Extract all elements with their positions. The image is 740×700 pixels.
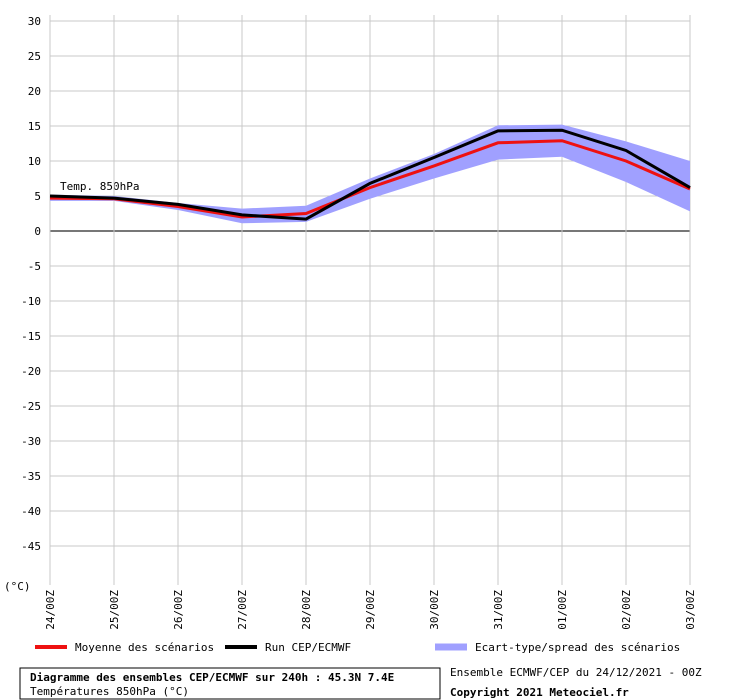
- y-tick-label: -45: [21, 540, 41, 553]
- y-tick-label: 25: [28, 50, 41, 63]
- series-line: [49, 128, 691, 221]
- y-tick-label: -20: [21, 365, 41, 378]
- series-line: [49, 139, 691, 219]
- chart-subtitle: Températures 850hPa (°C): [30, 685, 189, 698]
- legend-swatch: [35, 645, 67, 649]
- spread-band: [50, 124, 690, 224]
- y-tick-label: -5: [28, 260, 41, 273]
- x-tick-label: 29/00Z: [364, 590, 377, 630]
- x-tick-label: 02/00Z: [620, 590, 633, 630]
- y-tick-label: 10: [28, 155, 41, 168]
- x-tick-label: 30/00Z: [428, 590, 441, 630]
- annotation: Temp. 850hPa: [60, 180, 139, 193]
- y-tick-label: 0: [34, 225, 41, 238]
- copyright: Copyright 2021 Meteociel.fr: [450, 686, 629, 699]
- y-axis-label: (°C): [4, 580, 31, 593]
- y-tick-label: 20: [28, 85, 41, 98]
- x-tick-label: 24/00Z: [44, 590, 57, 630]
- legend-swatch: [435, 643, 467, 651]
- y-tick-label: -30: [21, 435, 41, 448]
- source: Ensemble ECMWF/CEP du 24/12/2021 - 00Z: [450, 666, 702, 679]
- y-tick-label: 30: [28, 15, 41, 28]
- y-tick-label: -10: [21, 295, 41, 308]
- legend-label: Ecart-type/spread des scénarios: [475, 641, 680, 654]
- y-tick-label: -25: [21, 400, 41, 413]
- y-tick-label: -35: [21, 470, 41, 483]
- x-tick-label: 27/00Z: [236, 590, 249, 630]
- x-tick-label: 26/00Z: [172, 590, 185, 630]
- chart-title: Diagramme des ensembles CEP/ECMWF sur 24…: [30, 671, 394, 684]
- legend-label: Run CEP/ECMWF: [265, 641, 351, 654]
- y-tick-label: -40: [21, 505, 41, 518]
- legend-swatch: [225, 645, 257, 649]
- x-tick-label: 01/00Z: [556, 590, 569, 630]
- x-tick-label: 03/00Z: [684, 590, 697, 630]
- x-tick-label: 28/00Z: [300, 590, 313, 630]
- legend-label: Moyenne des scénarios: [75, 641, 214, 654]
- title-box: [19, 667, 441, 700]
- y-tick-label: 5: [34, 190, 41, 203]
- x-tick-label: 31/00Z: [492, 590, 505, 630]
- y-tick-label: 15: [28, 120, 41, 133]
- x-tick-label: 25/00Z: [108, 590, 121, 630]
- y-tick-label: -15: [21, 330, 41, 343]
